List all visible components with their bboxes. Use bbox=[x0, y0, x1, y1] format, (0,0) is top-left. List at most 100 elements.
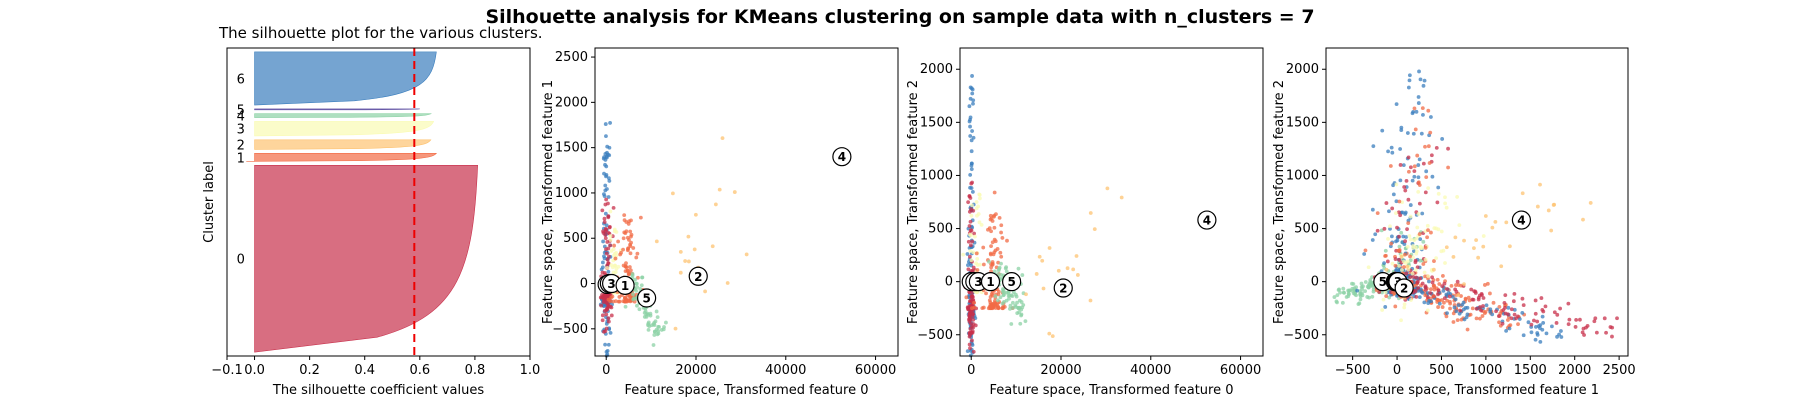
data-point bbox=[1388, 164, 1393, 168]
data-point bbox=[1509, 307, 1514, 312]
data-point bbox=[713, 202, 718, 207]
cluster-center bbox=[832, 147, 852, 167]
data-point bbox=[678, 270, 683, 275]
data-point bbox=[1573, 325, 1578, 329]
data-point bbox=[990, 240, 995, 245]
data-point bbox=[603, 233, 608, 237]
data-point bbox=[1499, 264, 1504, 269]
data-point bbox=[1581, 217, 1585, 222]
data-point bbox=[1566, 301, 1571, 306]
data-point bbox=[977, 192, 982, 197]
data-point bbox=[1408, 214, 1413, 219]
y-tick-label: 1000 bbox=[555, 186, 588, 201]
data-point bbox=[1411, 255, 1415, 260]
data-point bbox=[1405, 264, 1410, 269]
data-point bbox=[1390, 206, 1395, 211]
data-point bbox=[604, 223, 609, 228]
y-tick-label: 2000 bbox=[1286, 62, 1319, 77]
data-point bbox=[616, 239, 621, 244]
data-point bbox=[603, 158, 608, 162]
data-point bbox=[1416, 212, 1421, 216]
data-point bbox=[1406, 155, 1411, 160]
data-point bbox=[1427, 298, 1432, 303]
data-point bbox=[1516, 322, 1520, 327]
data-point bbox=[599, 303, 604, 308]
data-point bbox=[1075, 273, 1080, 277]
data-point bbox=[1535, 331, 1540, 335]
data-point bbox=[1442, 281, 1447, 286]
data-point bbox=[623, 304, 628, 309]
cluster-label: 0 bbox=[237, 253, 245, 268]
y-tick-label: −500 bbox=[917, 328, 953, 343]
data-point bbox=[966, 263, 970, 268]
data-point bbox=[1422, 270, 1427, 275]
x-tick-label: 0 bbox=[1393, 363, 1401, 378]
data-point bbox=[655, 315, 660, 320]
data-point bbox=[1373, 232, 1378, 237]
data-points bbox=[598, 121, 749, 358]
x-tick-label: 0 bbox=[602, 363, 610, 378]
data-point bbox=[1411, 131, 1416, 136]
data-point bbox=[970, 190, 975, 194]
data-point bbox=[1366, 265, 1371, 270]
data-point bbox=[986, 259, 991, 264]
data-point bbox=[1447, 294, 1452, 299]
data-point bbox=[1431, 283, 1436, 288]
data-point bbox=[1402, 265, 1406, 269]
data-point bbox=[1383, 290, 1388, 295]
data-point bbox=[984, 291, 988, 296]
data-point bbox=[1388, 224, 1392, 229]
x-tick-label: 60000 bbox=[1220, 363, 1261, 378]
data-point bbox=[1401, 234, 1406, 239]
data-point bbox=[1419, 131, 1424, 136]
data-point bbox=[654, 309, 659, 314]
data-point bbox=[1415, 280, 1420, 285]
data-point bbox=[1429, 230, 1433, 235]
data-point bbox=[1405, 131, 1410, 135]
data-point bbox=[1426, 228, 1430, 232]
data-point bbox=[603, 236, 608, 241]
data-point bbox=[1503, 305, 1507, 310]
data-point bbox=[969, 213, 974, 218]
data-point bbox=[1418, 244, 1423, 249]
data-point bbox=[1578, 317, 1582, 322]
data-point bbox=[606, 316, 611, 321]
data-point bbox=[972, 231, 976, 236]
data-point bbox=[1445, 287, 1450, 291]
data-point bbox=[969, 263, 974, 268]
data-point bbox=[969, 167, 974, 172]
data-point bbox=[1383, 305, 1388, 309]
data-point bbox=[978, 196, 982, 201]
data-point bbox=[1481, 296, 1486, 300]
data-point bbox=[974, 206, 979, 211]
data-point bbox=[1397, 248, 1402, 252]
axes-frame bbox=[959, 47, 1264, 357]
data-point bbox=[1436, 288, 1441, 293]
data-point bbox=[1346, 288, 1351, 293]
data-point bbox=[636, 275, 640, 280]
data-point bbox=[1610, 334, 1614, 339]
data-point bbox=[1016, 305, 1021, 310]
data-point bbox=[1474, 238, 1479, 242]
data-point bbox=[606, 269, 611, 274]
data-point bbox=[605, 257, 610, 262]
data-point bbox=[603, 162, 607, 167]
cluster-center-label: 2 bbox=[1400, 282, 1408, 296]
data-point bbox=[1011, 306, 1015, 310]
data-point bbox=[640, 275, 645, 280]
data-point bbox=[1456, 303, 1461, 308]
cluster-center-label: 2 bbox=[694, 270, 702, 284]
data-point bbox=[600, 270, 605, 275]
data-point bbox=[969, 186, 974, 190]
data-point bbox=[1507, 326, 1512, 331]
data-point bbox=[1040, 258, 1045, 263]
data-point bbox=[1399, 318, 1403, 323]
data-point bbox=[1390, 261, 1395, 266]
data-point bbox=[1050, 334, 1055, 339]
data-point bbox=[1413, 127, 1418, 132]
data-point bbox=[1471, 297, 1476, 302]
data-point bbox=[1574, 317, 1579, 322]
data-point bbox=[657, 324, 661, 329]
data-point bbox=[1429, 115, 1433, 119]
data-point bbox=[628, 251, 633, 256]
